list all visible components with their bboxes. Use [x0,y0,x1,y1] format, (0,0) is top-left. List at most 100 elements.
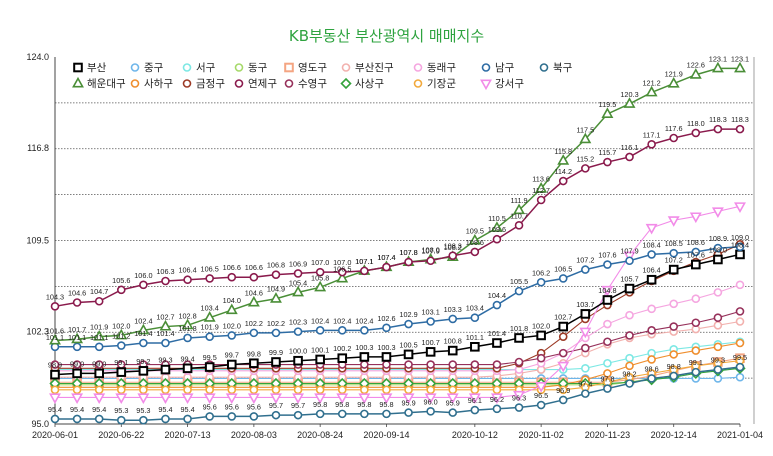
data-label: 107.1 [355,257,373,266]
data-point [314,280,327,292]
data-point [581,343,590,353]
data-point [72,342,82,352]
data-point [470,342,480,352]
data-point [579,132,592,144]
data-point [336,393,349,405]
data-label: 99.1 [114,358,128,367]
data-label: 95.9 [446,399,460,408]
legend-marker [182,63,192,72]
data-label: 110.7 [510,211,528,220]
data-point [72,385,82,395]
x-tick-label: 2020-10-12 [452,430,498,440]
data-point [404,360,413,369]
data-label: 104.7 [90,287,108,296]
data-label: 99.0 [92,359,106,368]
data-point [691,318,701,328]
data-point [669,350,679,359]
data-label: 100.3 [355,343,373,352]
legend-item: 해운대구 [72,76,126,90]
legend-marker [413,79,423,88]
data-point [536,353,546,363]
data-label: 115.2 [576,154,594,163]
data-point [249,328,259,338]
data-point [249,385,259,395]
data-point [689,212,702,224]
data-point [183,414,192,424]
data-label: 95.3 [136,406,150,415]
data-point [625,256,634,266]
data-point [115,393,128,405]
legend-marker [413,63,423,72]
data-point [337,267,347,277]
data-point [204,362,215,372]
data-label: 102.2 [245,319,263,328]
data-point [225,393,238,405]
data-label: 108.3 [444,242,462,251]
data-point [182,363,193,374]
data-point [470,385,480,395]
data-label: 99.0 [70,359,84,368]
data-point [691,294,701,304]
data-label: 107.8 [399,248,417,257]
data-point [669,133,679,143]
data-point [603,384,612,393]
data-label: 102.0 [112,321,130,330]
legend-item: 남구 [481,62,515,74]
data-label: 98.8 [667,362,681,371]
data-point [492,360,502,369]
data-point [558,321,569,332]
series-13 [50,307,745,369]
data-label: 108.4 [642,240,660,249]
data-point [382,262,391,272]
data-point [426,360,435,369]
data-point [358,393,371,405]
x-tick-label: 2020-11-23 [585,430,630,440]
data-label: 95.8 [379,400,393,409]
data-label: 100.8 [444,337,462,346]
data-point [448,251,458,260]
data-point [183,333,192,343]
y-tick-label: 95.0 [31,419,49,429]
data-point [203,311,216,322]
x-tick-label: 2021-01-04 [717,430,763,440]
data-label: 95.4 [180,405,194,414]
data-label: 102.9 [399,310,417,319]
data-label: 95.8 [357,400,371,409]
data-point [161,276,170,286]
data-label: 95.4 [48,405,62,414]
data-label: 108.5 [665,239,683,248]
chart-title: KB부동산 부산광역시 매매지수 [289,27,484,45]
data-point [558,176,568,186]
data-point [159,319,172,331]
data-point [514,403,524,412]
data-point [72,368,82,379]
data-point [293,385,303,395]
data-point [490,393,503,405]
data-point [581,364,590,373]
data-label: 107.2 [576,256,594,265]
data-point [625,379,634,388]
data-label: 101.4 [156,329,174,338]
data-point [514,357,524,367]
data-label: 100.7 [422,338,440,347]
data-point [94,368,104,379]
data-label: 107.9 [620,247,638,256]
data-label: 102.7 [156,313,174,322]
data-point [603,260,612,269]
data-point [625,152,634,162]
data-point [713,288,723,297]
data-label: 101.1 [68,333,86,342]
data-point [159,393,172,405]
x-tick-label: 2020-06-01 [32,430,78,440]
data-label: 118.3 [709,115,727,124]
data-point [602,295,613,305]
data-point [271,357,281,367]
data-point [557,361,570,373]
data-point [735,307,745,316]
data-point [360,266,369,276]
legend-item: 금정구 [182,78,225,90]
data-point [50,385,60,395]
data-point [425,347,436,357]
data-point [735,338,745,348]
legend-marker [284,79,294,88]
